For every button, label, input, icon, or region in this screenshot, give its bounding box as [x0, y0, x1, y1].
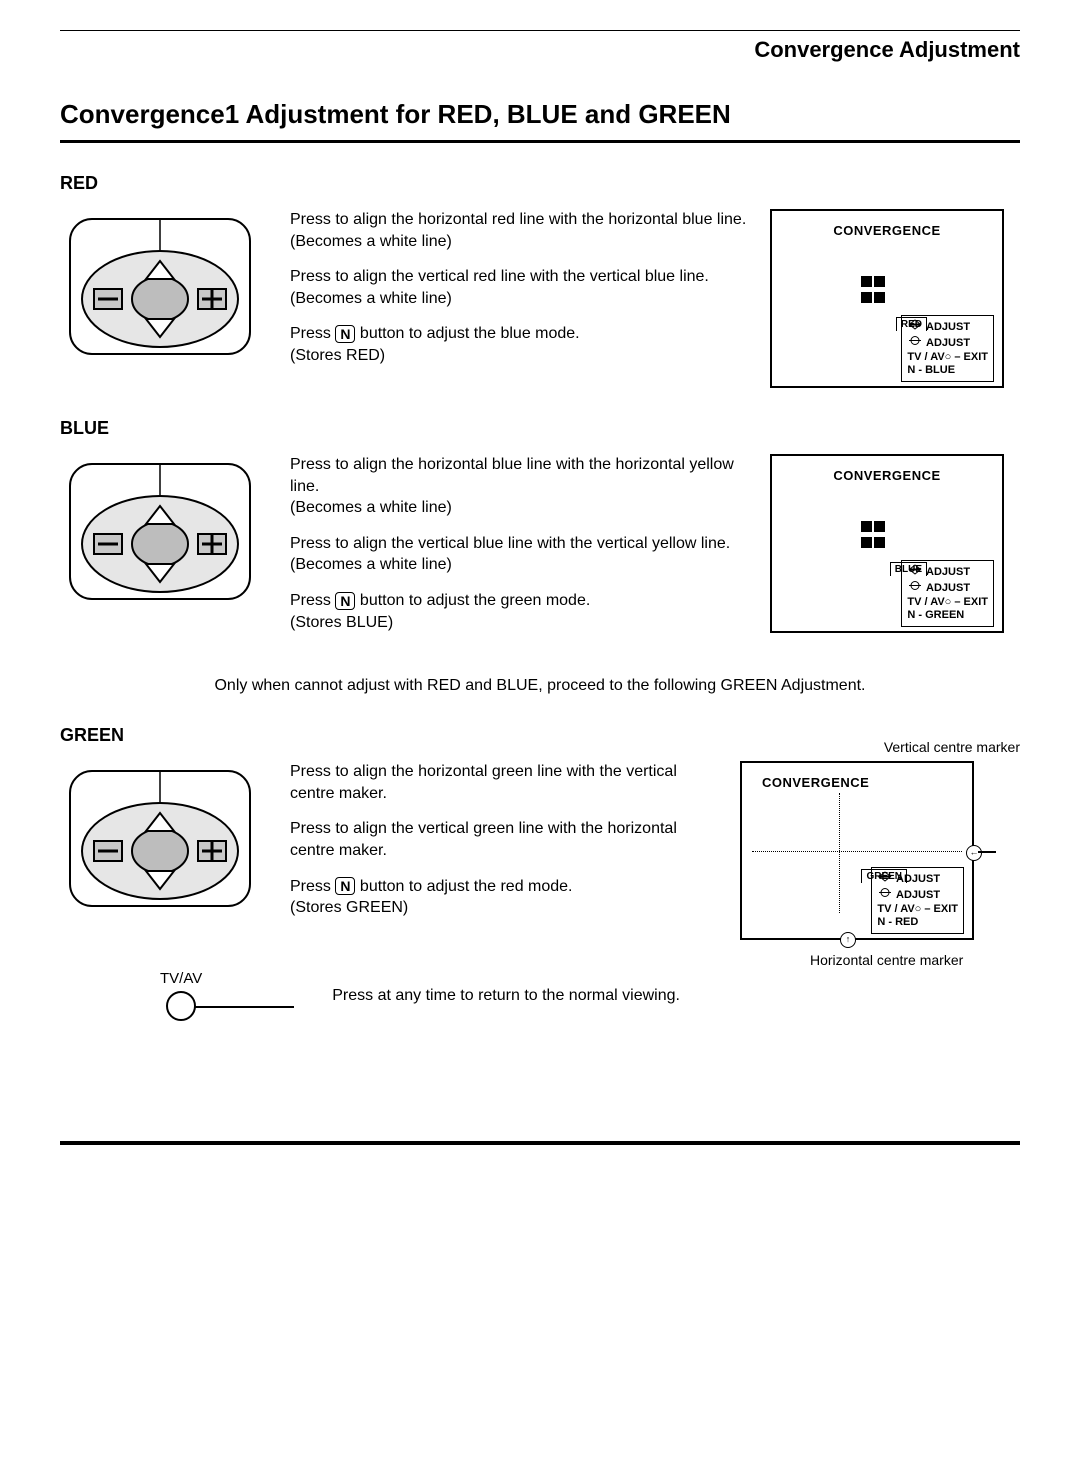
- tvav-button-diagram: TV/AV: [160, 970, 202, 1021]
- osd-pattern: [860, 520, 886, 552]
- red-p2: Press to align the vertical red line wit…: [290, 266, 750, 309]
- dpad-diagram-red: [60, 209, 270, 374]
- red-row: Press to align the horizontal red line w…: [60, 209, 1020, 388]
- green-p2: Press to align the vertical green line w…: [290, 818, 720, 861]
- osd-title: CONVERGENCE: [772, 223, 1002, 238]
- osd-blue: CONVERGENCE BLUE ADJUST ADJUST TV / AV○ …: [770, 454, 1004, 633]
- n-button-icon: N: [335, 325, 355, 343]
- tvav-row: TV/AV Press at any time to return to the…: [160, 970, 1020, 1021]
- red-p1: Press to align the horizontal red line w…: [290, 209, 750, 252]
- red-p3: Press N button to adjust the blue mode. …: [290, 323, 750, 366]
- blue-p1: Press to align the horizontal blue line …: [290, 454, 750, 519]
- horizontal-marker-icon: ↑: [840, 932, 856, 948]
- page-header: Convergence Adjustment: [60, 30, 1020, 69]
- note-text: Only when cannot adjust with RED and BLU…: [60, 677, 1020, 695]
- osd-title: CONVERGENCE: [772, 468, 1002, 483]
- osd-pattern: [860, 275, 886, 307]
- blue-p3: Press N button to adjust the green mode.…: [290, 590, 750, 633]
- osd-red: CONVERGENCE RED ADJUST ADJUST TV / AV○ –…: [770, 209, 1004, 388]
- vertical-marker-label: Vertical centre marker: [884, 739, 1020, 755]
- dpad-diagram-green: [60, 761, 270, 926]
- green-p1: Press to align the horizontal green line…: [290, 761, 720, 804]
- osd-info: ADJUST ADJUST TV / AV○ – EXIT N - GREEN: [901, 560, 994, 627]
- vertical-marker-icon: ←: [966, 845, 982, 861]
- green-p3: Press N button to adjust the red mode. (…: [290, 876, 720, 919]
- green-row: Press to align the horizontal green line…: [60, 761, 1020, 940]
- osd-info: ADJUST ADJUST TV / AV○ – EXIT N - BLUE: [901, 315, 994, 382]
- osd-title: CONVERGENCE: [762, 775, 972, 790]
- tvav-circle-icon: [166, 991, 196, 1021]
- green-heading: GREEN: [60, 725, 1020, 746]
- horizontal-marker-label: Horizontal centre marker: [810, 952, 963, 968]
- blue-heading: BLUE: [60, 418, 1020, 439]
- n-button-icon: N: [335, 877, 355, 895]
- blue-row: Press to align the horizontal blue line …: [60, 454, 1020, 647]
- dpad-diagram-blue: [60, 454, 270, 619]
- osd-info: ADJUST ADJUST TV / AV○ – EXIT N - RED: [871, 867, 964, 934]
- osd-green: CONVERGENCE GREEN ADJUST ADJUST TV / AV○…: [740, 761, 974, 940]
- n-button-icon: N: [335, 592, 355, 610]
- blue-p2: Press to align the vertical blue line wi…: [290, 533, 750, 576]
- red-heading: RED: [60, 173, 1020, 194]
- bottom-rule: [60, 1141, 1020, 1145]
- tvav-text: Press at any time to return to the norma…: [332, 987, 680, 1005]
- section-title: Convergence1 Adjustment for RED, BLUE an…: [60, 99, 1020, 143]
